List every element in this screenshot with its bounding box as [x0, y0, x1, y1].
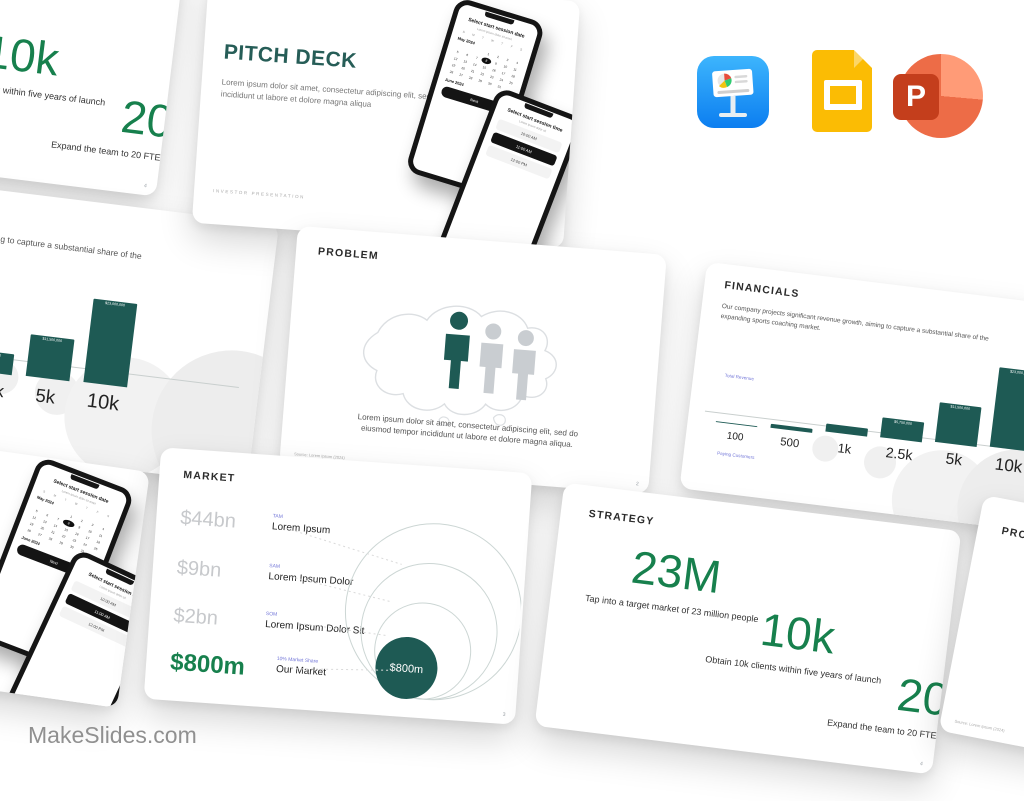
revenue-bar: [715, 420, 758, 428]
revenue-bar-chart: 100 500 1k $5,750,000 2.5k $11,500,000 5k $23,0…: [714, 334, 1024, 479]
bar-category-label: 5k: [944, 450, 964, 470]
bar-category-label: 2.5k: [884, 445, 914, 465]
revenue-bar: [770, 423, 813, 433]
bar-category-label: 5k: [34, 384, 57, 408]
bar-category-label: 10k: [85, 389, 121, 416]
page-number: 3: [502, 711, 506, 718]
slide-title: STRATEGY: [588, 507, 656, 528]
slide-strategy[interactable]: STRATEGY 23M Tap into a target market of …: [534, 482, 962, 775]
bar-value-label: $5,750,000: [0, 352, 1, 374]
bar-column: $11,500,000 5k: [932, 402, 982, 472]
slide-pitch-deck[interactable]: PITCH DECK Lorem ipsum dolor sit amet, c…: [191, 0, 581, 249]
bar-value-label: $11,500,000: [950, 404, 971, 411]
keynote-icon[interactable]: [697, 56, 769, 128]
site-logo[interactable]: MakeSlides.com: [28, 722, 197, 748]
revenue-bar: $5,750,000: [880, 417, 925, 443]
slide-app-preview-partial[interactable]: Select start session date Lorem ipsum do…: [0, 426, 150, 708]
slide-title: PROBLEM: [317, 245, 380, 263]
bar-category-label: 10k: [993, 454, 1024, 477]
revenue-bar: $23,000,000: [989, 367, 1024, 452]
bar-column: 100: [714, 420, 758, 445]
revenue-bar: [825, 423, 869, 437]
powerpoint-icon[interactable]: P: [893, 52, 983, 140]
slide-problem[interactable]: PROBLEM Lorem ipsum dolor sit amet, cons…: [279, 225, 667, 495]
bar-value-label: $5,750,000: [893, 419, 913, 426]
revenue-bar: $5,750,000: [0, 348, 15, 376]
slide-financials[interactable]: FINANCIALS Our company projects signific…: [679, 261, 1024, 531]
revenue-bar: $11,500,000: [25, 334, 75, 382]
slide-title: PITCH DECK: [222, 40, 358, 73]
calendar-grid: 1 2 3 4 5 6 7 8 9 10 11 12 13 14 15 16 17 18 19 20 21 22 23 24 2…: [446, 41, 523, 94]
revenue-bar-chart: 1005001k$5,750,0002.5k$11,500,0005k$23,0…: [0, 263, 138, 417]
bar-value-label: $23,000,000: [1009, 369, 1024, 376]
stat-caption: Expand the team to 20 FTEs & Staff membe…: [50, 139, 186, 171]
leader-lines: [285, 527, 402, 671]
powerpoint-letter: P: [893, 74, 939, 120]
bar-column: 1k: [823, 423, 869, 459]
bar-category-label: 1k: [836, 440, 853, 457]
financials-description: Our company projects significant revenue…: [0, 208, 143, 262]
slide-market[interactable]: MARKET $44bn TAM Lorem Ipsum $9bn SAM Lorem I…: [143, 447, 533, 725]
our-market-bubble: [375, 636, 438, 699]
bar-column: 500: [768, 423, 813, 452]
bar-column: $5,750,000 2.5k: [0, 348, 15, 403]
bar-column: $5,750,000 2.5k: [877, 417, 925, 465]
person-icon: [512, 330, 536, 401]
page-number: 4: [919, 760, 924, 768]
page-fold: [854, 50, 872, 68]
person-icon-highlighted: [443, 311, 470, 389]
weekday-label: S: [519, 47, 523, 52]
pitch-footer: INVESTOR PRESENTATION: [212, 188, 306, 200]
bar-category-label: 500: [779, 436, 800, 451]
page-number: 4: [143, 182, 148, 190]
bar-category-label: 2.5k: [0, 377, 6, 402]
bar-column: $23,000,000 10k: [986, 367, 1024, 478]
revenue-bar: $11,500,000: [934, 402, 982, 448]
bubble-label: $800m: [389, 662, 423, 676]
slide-title: PROBLEM: [1000, 525, 1024, 549]
bar-column: $11,500,000 5k: [22, 334, 75, 410]
slide-title: FINANCIALS: [723, 279, 801, 301]
person-icon: [479, 323, 504, 394]
google-slides-icon[interactable]: [812, 50, 872, 132]
map-outline: [362, 305, 557, 427]
bar-value-label: $11,500,000: [42, 336, 63, 344]
page-number: 2: [635, 481, 639, 488]
source-note: Source: Lorem Ipsum (2024): [954, 718, 1006, 734]
slide-frame: [824, 80, 862, 110]
bar-category-label: 100: [726, 430, 744, 444]
bar-value-label: $23,000,000: [104, 301, 126, 308]
x-axis-label: Paying Customers: [716, 450, 755, 461]
